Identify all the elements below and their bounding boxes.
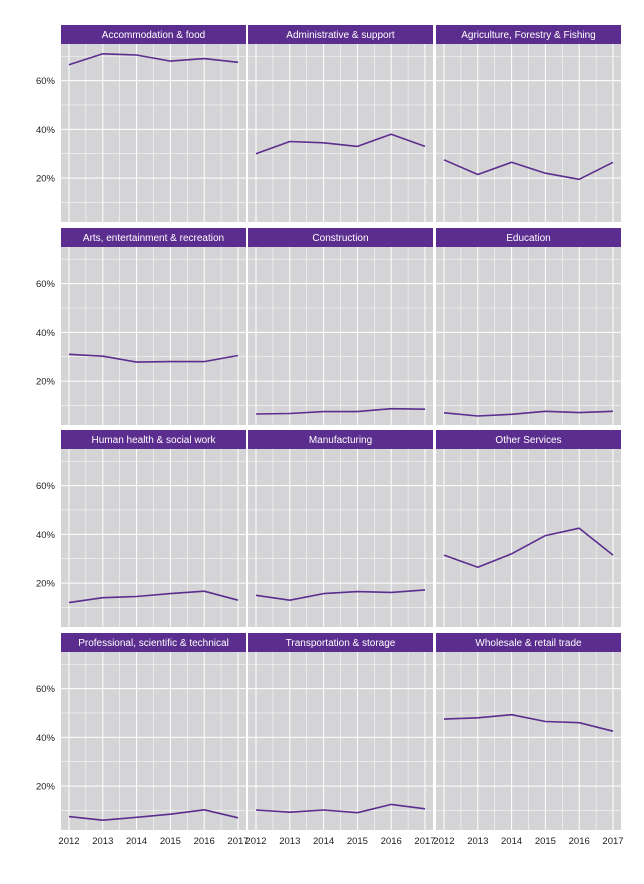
series-line <box>443 410 614 417</box>
x-tick-label: 2013 <box>279 836 300 847</box>
x-tick-label: 2014 <box>126 836 147 847</box>
facet-title: Other Services <box>495 435 561 446</box>
series-line <box>255 133 426 155</box>
x-tick-label: 2015 <box>160 836 181 847</box>
facet-strip <box>61 25 246 44</box>
facet-panel: Manufacturing <box>248 430 433 627</box>
facet-title: Human health & social work <box>92 435 217 446</box>
facet-panel: Education <box>436 228 621 425</box>
y-tick-label: 40% <box>36 733 56 744</box>
series-line <box>443 527 614 569</box>
facet-strip <box>436 25 621 44</box>
facet-title: Arts, entertainment & recreation <box>83 233 224 244</box>
y-tick-label: 20% <box>36 579 56 590</box>
facet-panel: Transportation & storage <box>248 633 433 830</box>
facet-panel: Agriculture, Forestry & Fishing <box>436 25 621 222</box>
facet-panel: Construction <box>248 228 433 425</box>
y-tick-label: 40% <box>36 530 56 541</box>
series-line <box>255 589 426 602</box>
facet-title: Agriculture, Forestry & Fishing <box>461 30 596 41</box>
x-tick-label: 2017 <box>414 836 435 847</box>
facet-panel: Administrative & support <box>248 25 433 222</box>
facet-strip <box>248 25 433 44</box>
facet-title: Professional, scientific & technical <box>78 638 229 649</box>
facet-strip <box>436 228 621 247</box>
x-tick-label: 2016 <box>381 836 402 847</box>
x-tick-label: 2015 <box>347 836 368 847</box>
series-line <box>68 52 239 66</box>
facet-title: Transportation & storage <box>286 638 396 649</box>
y-tick-label: 60% <box>36 481 56 492</box>
series-line <box>443 159 614 181</box>
facet-strip <box>248 228 433 247</box>
facet-strip <box>248 633 433 652</box>
series-line <box>68 353 239 363</box>
facet-panel: Other Services <box>436 430 621 627</box>
facet-strip <box>436 430 621 449</box>
x-tick-label: 2016 <box>569 836 590 847</box>
facet-title: Wholesale & retail trade <box>475 638 582 649</box>
y-tick-label: 60% <box>36 76 56 87</box>
series-line <box>68 590 239 604</box>
facet-title: Administrative & support <box>286 30 395 41</box>
facet-title: Manufacturing <box>309 435 372 446</box>
facet-strip <box>436 633 621 652</box>
y-tick-label: 40% <box>36 125 56 136</box>
x-tick-label: 2013 <box>467 836 488 847</box>
facet-title: Accommodation & food <box>102 30 205 41</box>
facet-title: Construction <box>312 233 368 244</box>
series-line <box>255 803 426 814</box>
y-tick-label: 20% <box>36 377 56 388</box>
facet-panel: Accommodation & food <box>61 25 246 222</box>
x-tick-label: 2015 <box>535 836 556 847</box>
x-tick-label: 2014 <box>501 836 522 847</box>
x-tick-label: 2013 <box>92 836 113 847</box>
series-line <box>443 713 614 732</box>
y-tick-label: 40% <box>36 328 56 339</box>
facet-title: Education <box>506 233 550 244</box>
y-tick-label: 60% <box>36 684 56 695</box>
x-tick-label: 2016 <box>194 836 215 847</box>
y-tick-label: 60% <box>36 279 56 290</box>
facet-panel: Professional, scientific & technical <box>61 633 246 830</box>
y-tick-label: 20% <box>36 174 56 185</box>
x-tick-label: 2012 <box>433 836 454 847</box>
x-tick-label: 2012 <box>58 836 79 847</box>
facet-strip <box>61 228 246 247</box>
x-tick-label: 2017 <box>602 836 623 847</box>
facet-strip <box>61 430 246 449</box>
series-line <box>68 808 239 822</box>
series-line <box>255 407 426 415</box>
facet-panel: Arts, entertainment & recreation <box>61 228 246 425</box>
facet-panel: Human health & social work <box>61 430 246 627</box>
facet-strip <box>248 430 433 449</box>
x-tick-label: 2012 <box>245 836 266 847</box>
facet-strip <box>61 633 246 652</box>
x-tick-label: 2014 <box>313 836 334 847</box>
facet-panel: Wholesale & retail trade <box>436 633 621 830</box>
y-tick-label: 20% <box>36 782 56 793</box>
x-tick-label: 2017 <box>227 836 248 847</box>
